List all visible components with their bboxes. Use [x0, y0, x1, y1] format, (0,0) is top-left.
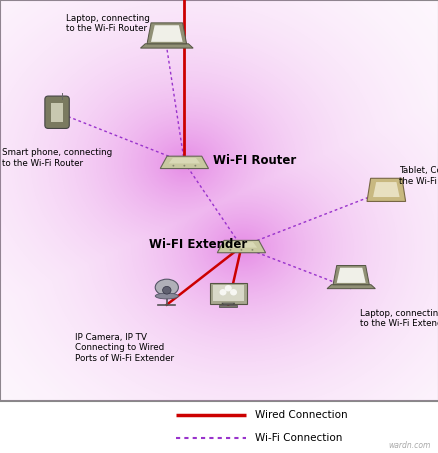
Polygon shape: [326, 284, 374, 289]
Polygon shape: [221, 303, 234, 305]
Circle shape: [194, 165, 196, 167]
Bar: [51, 103, 63, 122]
Text: Wi-FI Extender: Wi-FI Extender: [149, 238, 247, 251]
Text: Smart phone, connecting
to the Wi-Fi Router: Smart phone, connecting to the Wi-Fi Rou…: [2, 148, 112, 168]
Circle shape: [172, 165, 174, 167]
Circle shape: [251, 249, 253, 251]
Text: Laptop, connecting
to the Wi-Fi Extender: Laptop, connecting to the Wi-Fi Extender: [359, 308, 438, 328]
Bar: [212, 285, 243, 301]
Text: Wi-FI Router: Wi-FI Router: [212, 154, 296, 167]
Circle shape: [240, 249, 242, 251]
Polygon shape: [147, 23, 186, 44]
Text: Laptop, connecting
to the Wi-Fi Router: Laptop, connecting to the Wi-Fi Router: [66, 14, 149, 34]
Polygon shape: [160, 156, 208, 169]
Bar: [219, 305, 237, 307]
Circle shape: [224, 285, 231, 291]
Text: Tablet, Connecting to
the Wi-Fi Extender: Tablet, Connecting to the Wi-Fi Extender: [399, 166, 438, 186]
Bar: [209, 283, 246, 304]
Polygon shape: [140, 44, 193, 48]
Polygon shape: [332, 265, 368, 284]
Text: Wired Connection: Wired Connection: [254, 410, 346, 420]
Circle shape: [219, 289, 226, 295]
Circle shape: [230, 289, 237, 295]
Polygon shape: [168, 158, 200, 164]
Circle shape: [183, 165, 185, 167]
Polygon shape: [217, 241, 265, 253]
FancyBboxPatch shape: [45, 96, 69, 129]
Text: wardn.com: wardn.com: [387, 441, 429, 450]
Polygon shape: [225, 242, 257, 248]
Text: Wi-Fi Connection: Wi-Fi Connection: [254, 434, 341, 443]
Ellipse shape: [155, 293, 178, 299]
Polygon shape: [336, 268, 365, 283]
Polygon shape: [366, 178, 405, 202]
Text: IP Camera, IP TV
Connecting to Wired
Ports of Wi-Fi Extender: IP Camera, IP TV Connecting to Wired Por…: [74, 333, 173, 362]
Polygon shape: [151, 25, 182, 42]
Circle shape: [229, 249, 231, 251]
Ellipse shape: [155, 279, 178, 295]
Polygon shape: [372, 182, 399, 197]
Circle shape: [162, 286, 171, 294]
